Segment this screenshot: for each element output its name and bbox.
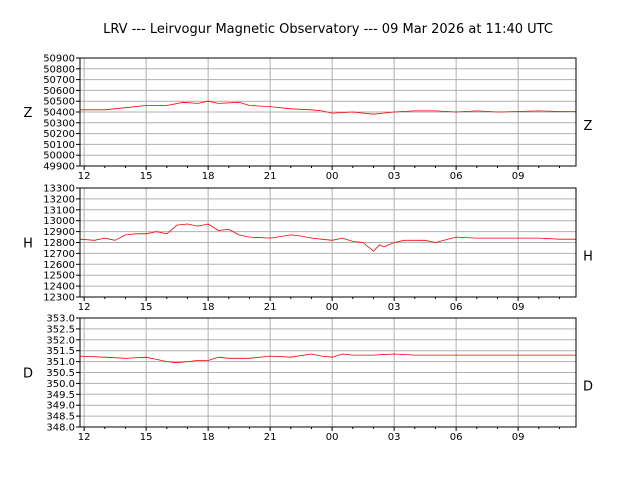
d-xtick-label: 15 — [140, 432, 153, 443]
d-ytick-label: 352.0 — [46, 335, 75, 346]
z-xtick-label: 15 — [140, 171, 153, 182]
h-ytick-label: 13000 — [43, 216, 75, 227]
z-ytick-label: 50400 — [43, 108, 75, 119]
h-ytick-label: 12500 — [43, 271, 75, 282]
h-ytick-label: 13100 — [43, 205, 75, 216]
d-ytick-label: 348.0 — [46, 423, 75, 434]
z-ytick-label: 50700 — [43, 75, 75, 86]
h-xtick-label: 03 — [388, 302, 401, 313]
d-xtick-label: 03 — [388, 432, 401, 443]
d-left-label: D — [23, 367, 33, 382]
h-xtick-label: 18 — [202, 302, 215, 313]
h-xtick-label: 09 — [512, 302, 525, 313]
chart-title: LRV --- Leirvogur Magnetic Observatory -… — [103, 22, 553, 37]
z-series-line — [80, 100, 576, 115]
d-xtick-label: 09 — [512, 432, 525, 443]
z-xtick-label: 09 — [512, 171, 525, 182]
h-ytick-label: 12800 — [43, 238, 75, 249]
h-ytick-label: 13300 — [43, 184, 75, 195]
d-xtick-label: 21 — [264, 432, 277, 443]
h-ytick-label: 12400 — [43, 282, 75, 293]
h-series-line — [79, 223, 576, 252]
d-ytick-label: 348.5 — [46, 412, 75, 423]
d-series-line — [79, 353, 576, 364]
d-ytick-label: 350.0 — [46, 379, 75, 390]
z-ytick-label: 49900 — [43, 162, 75, 173]
z-left-label: Z — [24, 106, 33, 121]
z-ytick-label: 50200 — [43, 129, 75, 140]
z-xtick-label: 03 — [388, 171, 401, 182]
h-left-label: H — [23, 237, 33, 252]
d-ytick-label: 351.0 — [46, 357, 75, 368]
h-ytick-label: 12300 — [43, 293, 75, 304]
h-xtick-label: 00 — [326, 302, 339, 313]
z-xtick-label: 00 — [326, 171, 339, 182]
d-ytick-label: 351.5 — [46, 346, 75, 357]
d-xtick-label: 06 — [450, 432, 463, 443]
d-ytick-label: 350.5 — [46, 368, 75, 379]
h-ytick-label: 13200 — [43, 194, 75, 205]
d-ytick-label: 353.0 — [46, 314, 75, 325]
d-ytick-label: 352.5 — [46, 324, 75, 335]
h-xtick-label: 15 — [140, 302, 153, 313]
z-ytick-label: 50900 — [43, 54, 75, 65]
d-xtick-label: 18 — [202, 432, 215, 443]
h-ytick-label: 12600 — [43, 260, 75, 271]
h-right-label: H — [583, 250, 593, 265]
z-ytick-label: 50500 — [43, 97, 75, 108]
d-ytick-label: 349.5 — [46, 390, 75, 401]
z-right-label: Z — [584, 119, 593, 134]
z-xtick-label: 12 — [78, 171, 91, 182]
z-xtick-label: 21 — [264, 171, 277, 182]
d-ytick-label: 349.0 — [46, 401, 75, 412]
d-xtick-label: 00 — [326, 432, 339, 443]
z-ytick-label: 50000 — [43, 151, 75, 162]
h-ytick-label: 12900 — [43, 227, 75, 238]
z-ytick-label: 50300 — [43, 118, 75, 129]
z-ytick-label: 50800 — [43, 64, 75, 75]
z-xtick-label: 18 — [202, 171, 215, 182]
h-xtick-label: 21 — [264, 302, 277, 313]
h-ytick-label: 12700 — [43, 249, 75, 260]
z-ytick-label: 50600 — [43, 86, 75, 97]
z-ytick-label: 50100 — [43, 140, 75, 151]
d-xtick-label: 12 — [78, 432, 91, 443]
d-right-label: D — [583, 380, 593, 395]
h-xtick-label: 06 — [450, 302, 463, 313]
z-xtick-label: 06 — [450, 171, 463, 182]
h-xtick-label: 12 — [78, 302, 91, 313]
